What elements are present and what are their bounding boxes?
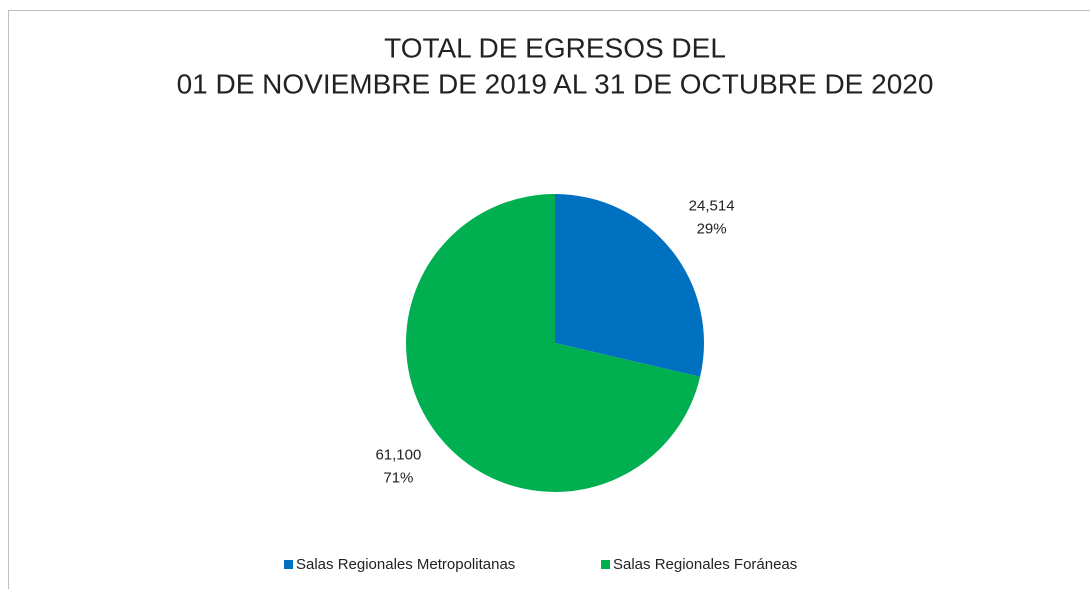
data-label: 24,514 (689, 198, 735, 215)
percent-label: 71% (383, 469, 413, 486)
pie-slice (405, 194, 701, 492)
chart-title: 01 DE NOVIEMBRE DE 2019 AL 31 DE OCTUBRE… (177, 68, 934, 99)
legend-swatch (284, 560, 293, 569)
data-label: 61,100 (375, 446, 421, 463)
chart-title: TOTAL DE EGRESOS DEL (384, 32, 726, 63)
legend-label: Salas Regionales Foráneas (613, 556, 797, 573)
percent-label: 29% (697, 221, 727, 238)
pie-slice (555, 194, 704, 377)
legend-swatch (601, 560, 610, 569)
legend-label: Salas Regionales Metropolitanas (296, 556, 515, 573)
